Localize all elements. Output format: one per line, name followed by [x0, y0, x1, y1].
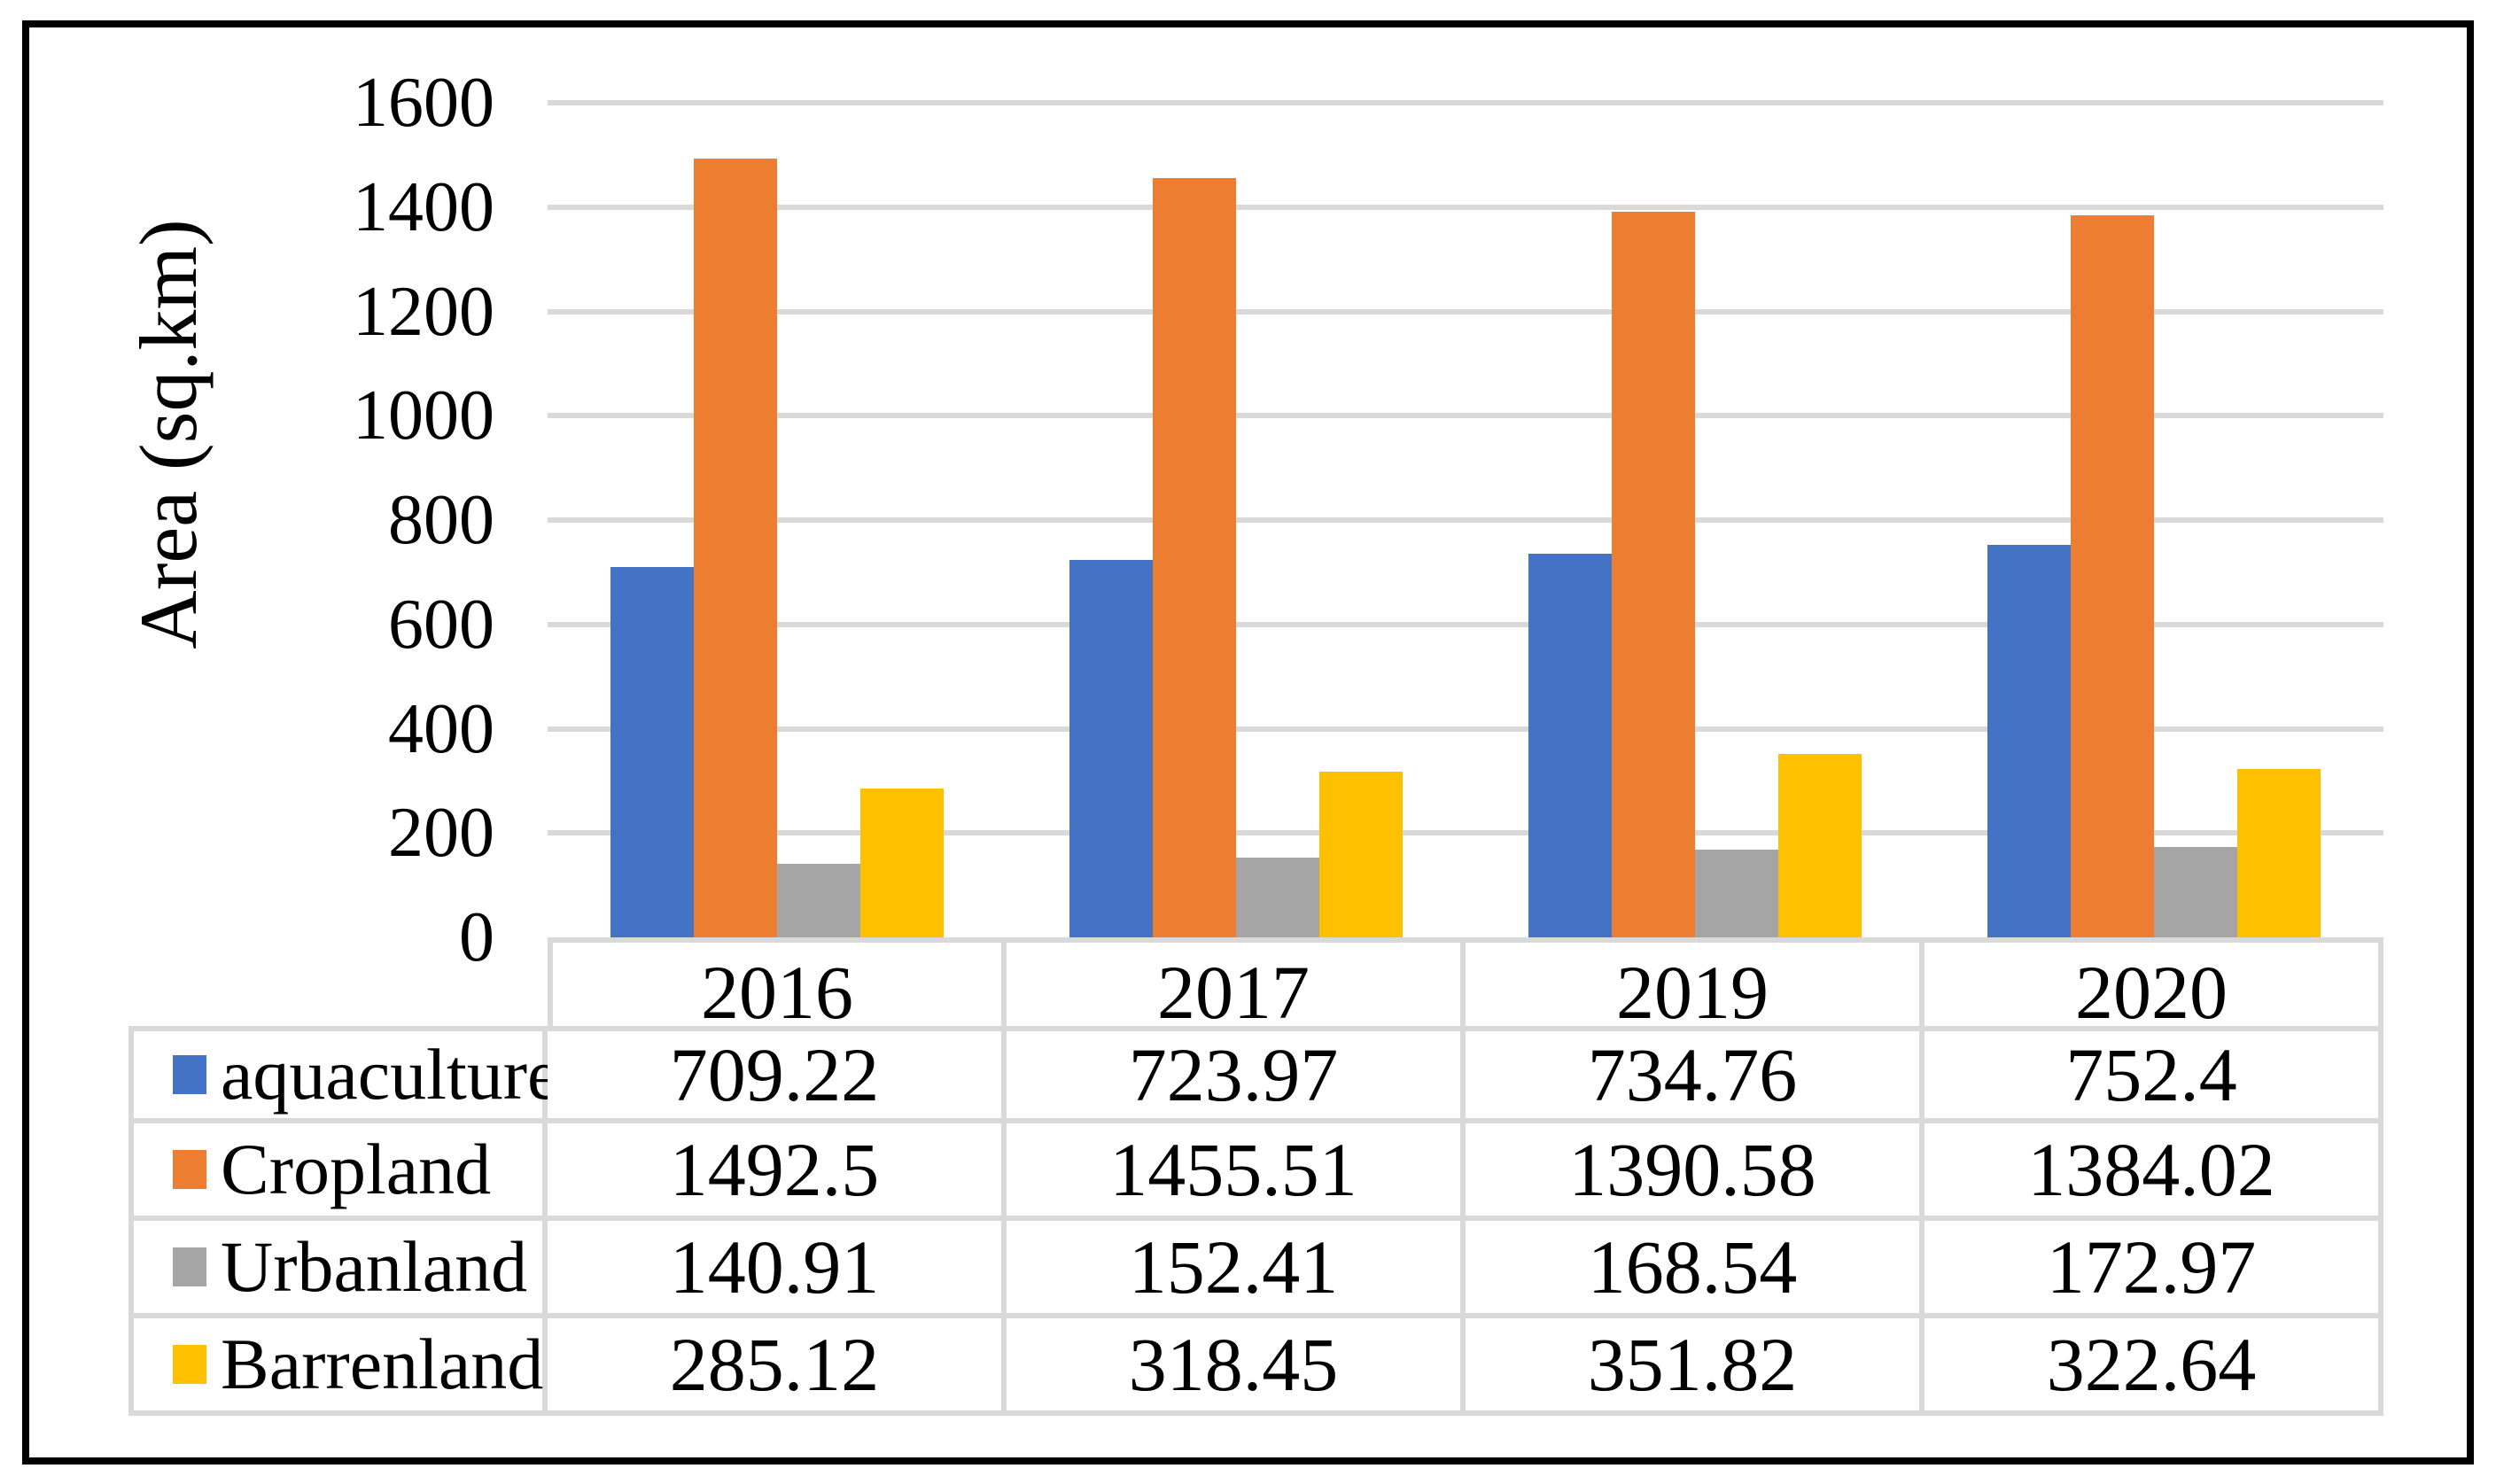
value-cell: 140.91	[548, 1221, 1007, 1318]
bar-Barrenland-2019	[1778, 753, 1862, 937]
gridline	[548, 517, 2383, 523]
legend-color-swatch	[173, 1345, 206, 1384]
year-header-cell: 2019	[1466, 937, 1924, 1035]
legend-color-swatch	[173, 1055, 206, 1094]
bar-aquaculture-2016	[610, 567, 694, 937]
plot-area	[548, 100, 2383, 937]
data-table-body: aquaculture 709.22 723.97 734.76 752.4 Cropla…	[128, 1026, 2383, 1416]
y-tick-label: 200	[388, 794, 494, 873]
gridline	[548, 100, 2383, 105]
bar-Cropland-2019	[1611, 212, 1695, 937]
legend-label: aquaculture	[221, 1034, 560, 1115]
value-cell: 1455.51	[1007, 1123, 1466, 1221]
legend-cell-aquaculture: aquaculture	[128, 1026, 559, 1123]
year-header-cell: 2016	[548, 937, 1007, 1035]
bar-aquaculture-2019	[1528, 554, 1612, 937]
value-cell: 351.82	[1466, 1318, 1924, 1416]
bar-Urbanland-2020	[2154, 847, 2238, 937]
data-table-header-row: 2016 2017 2019 2020	[548, 937, 2383, 1035]
value-cell: 168.54	[1466, 1221, 1924, 1318]
value-cell: 1492.5	[548, 1123, 1007, 1221]
legend-label: Cropland	[221, 1129, 492, 1209]
y-tick-label: 800	[388, 481, 494, 559]
y-tick-label: 600	[388, 585, 494, 664]
value-cell: 752.4	[1924, 1026, 2383, 1123]
gridline	[548, 204, 2383, 210]
legend-cell-Barrenland: Barrenland	[128, 1318, 548, 1416]
value-cell: 723.97	[1007, 1026, 1466, 1123]
value-cell: 285.12	[548, 1318, 1007, 1416]
legend-label: Barrenland	[221, 1324, 544, 1404]
value-cell: 318.45	[1007, 1318, 1466, 1416]
value-cell: 709.22	[548, 1026, 1007, 1123]
bar-Barrenland-2020	[2237, 769, 2321, 937]
value-cell: 734.76	[1466, 1026, 1924, 1123]
value-cell: 1390.58	[1466, 1123, 1924, 1221]
legend-label: Urbanland	[221, 1226, 528, 1307]
bar-Urbanland-2017	[1236, 858, 1320, 937]
y-tick-label: 1400	[353, 167, 494, 246]
year-header-cell: 2017	[1007, 937, 1466, 1035]
bar-Barrenland-2017	[1319, 771, 1404, 937]
y-tick-label: 0	[459, 898, 494, 976]
value-cell: 172.97	[1924, 1221, 2383, 1318]
gridline	[548, 621, 2383, 627]
bar-Cropland-2016	[693, 159, 777, 937]
legend-cell-Cropland: Cropland	[128, 1123, 548, 1221]
y-tick-label: 1200	[353, 272, 494, 351]
gridline	[548, 308, 2383, 315]
y-tick-label: 1600	[353, 64, 494, 142]
bar-Cropland-2017	[1152, 178, 1236, 937]
bar-aquaculture-2017	[1069, 559, 1153, 937]
legend-color-swatch	[173, 1247, 206, 1286]
year-header-cell: 2020	[1924, 937, 2383, 1035]
value-cell: 322.64	[1924, 1318, 2383, 1416]
y-axis-title: Area (sq.km)	[123, 219, 214, 649]
gridline	[548, 726, 2383, 732]
y-tick-label: 400	[388, 689, 494, 768]
legend-color-swatch	[173, 1150, 206, 1189]
bar-Cropland-2020	[2070, 215, 2154, 937]
bar-Urbanland-2019	[1695, 849, 1779, 937]
value-cell: 152.41	[1007, 1221, 1466, 1318]
bar-aquaculture-2020	[1987, 545, 2071, 937]
bar-Urbanland-2016	[777, 864, 861, 937]
bar-Barrenland-2016	[860, 789, 945, 937]
gridline	[548, 413, 2383, 419]
gridline	[548, 830, 2383, 836]
y-tick-label: 1000	[353, 377, 494, 455]
value-cell: 1384.02	[1924, 1123, 2383, 1221]
legend-cell-Urbanland: Urbanland	[128, 1221, 548, 1318]
